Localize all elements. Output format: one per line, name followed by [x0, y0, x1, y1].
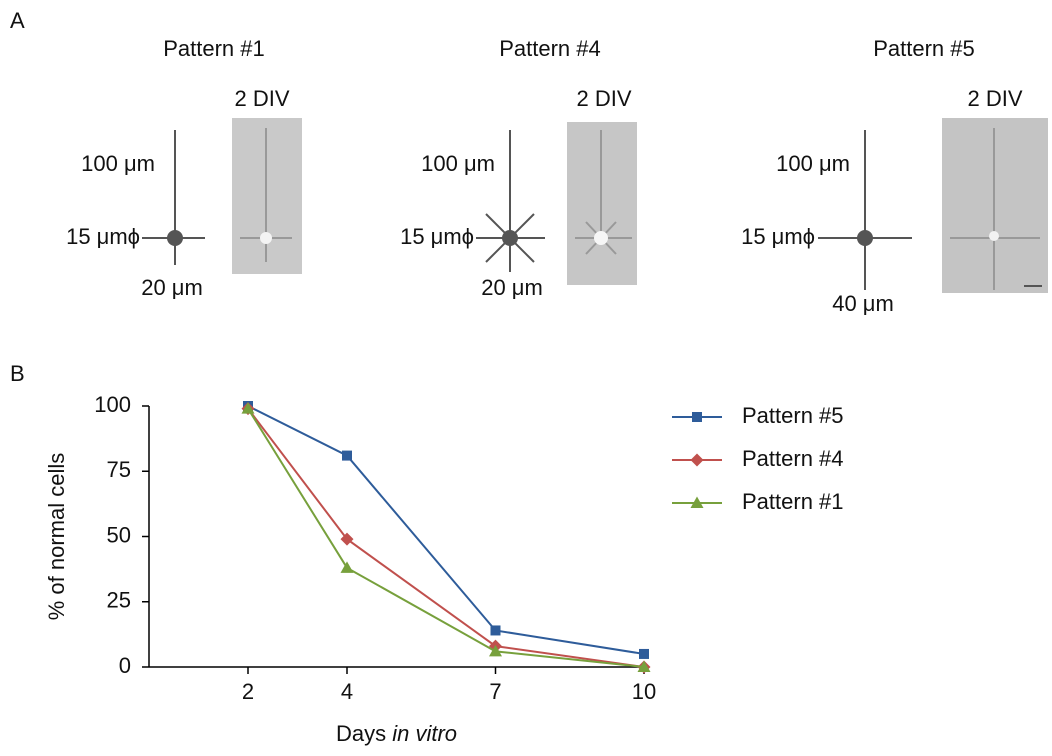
series-line: [248, 409, 644, 667]
cell-image: [989, 231, 999, 241]
soma: [502, 230, 518, 246]
soma-label: 15 μmϕ: [400, 224, 474, 249]
legend-marker: [692, 412, 702, 422]
soma-label: 15 μmϕ: [741, 224, 815, 249]
pattern-group: Pattern #4 2 DIV 100 μm 15 μmϕ 20 μm: [400, 36, 637, 300]
series-line: [248, 409, 644, 667]
cell-image: [594, 231, 608, 245]
x-tick-label: 4: [341, 679, 353, 704]
pattern-title: Pattern #1: [163, 36, 265, 61]
neurite-label: 20 μm: [481, 275, 543, 300]
legend-marker: [691, 454, 704, 467]
y-tick-label: 50: [107, 522, 131, 547]
chart: 0 25 50 75 100 2 4 7 10 % of normal cells Days in …: [44, 392, 844, 746]
y-tick-label: 100: [94, 392, 131, 417]
length-label: 100 μm: [776, 151, 850, 176]
marker: [342, 451, 352, 461]
div-label: 2 DIV: [967, 86, 1022, 111]
marker: [639, 649, 649, 659]
x-tick-label: 2: [242, 679, 254, 704]
pattern-group: Pattern #5 2 DIV 100 μm 15 μmϕ 40 μm: [741, 36, 1048, 316]
panel-label: B: [10, 361, 25, 386]
pattern-title: Pattern #5: [873, 36, 975, 61]
y-axis-label: % of normal cells: [44, 453, 69, 621]
neurite-label: 40 μm: [832, 291, 894, 316]
div-label: 2 DIV: [576, 86, 631, 111]
figure: A B Pattern #1 2 DIV 100 μm 15 μmϕ 20 μm…: [0, 0, 1052, 751]
pattern-group: Pattern #1 2 DIV 100 μm 15 μmϕ 20 μm: [66, 36, 302, 300]
x-axis-label-text: Days: [336, 721, 386, 746]
y-tick-label: 0: [119, 653, 131, 678]
series-line: [248, 406, 644, 654]
y-tick-label: 25: [107, 588, 131, 613]
length-label: 100 μm: [421, 151, 495, 176]
marker: [491, 625, 501, 635]
legend-label: Pattern #4: [742, 446, 844, 471]
soma: [857, 230, 873, 246]
x-tick-label: 10: [632, 679, 656, 704]
x-tick-label: 7: [489, 679, 501, 704]
panel-label: A: [10, 8, 25, 33]
x-axis-label: Days in vitro: [336, 721, 457, 746]
marker: [341, 561, 354, 573]
y-tick-label: 75: [107, 457, 131, 482]
pattern-title: Pattern #4: [499, 36, 601, 61]
div-label: 2 DIV: [234, 86, 289, 111]
cell-image: [260, 232, 272, 244]
x-axis-label-italic: in vitro: [392, 721, 457, 746]
soma-label: 15 μmϕ: [66, 224, 140, 249]
legend-label: Pattern #1: [742, 489, 844, 514]
neurite-label: 20 μm: [141, 275, 203, 300]
legend-label: Pattern #5: [742, 403, 844, 428]
length-label: 100 μm: [81, 151, 155, 176]
soma: [167, 230, 183, 246]
